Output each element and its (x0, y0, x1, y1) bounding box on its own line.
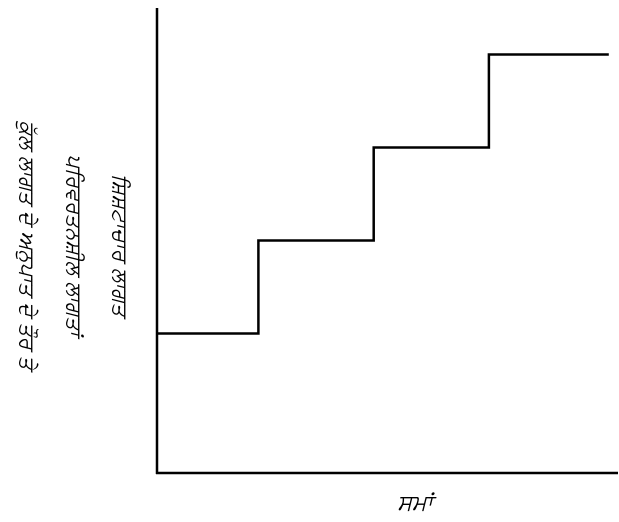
y-axis-label-line-2: ਪਰਿਵਰਤਨਸ਼ੀਲ ਲਾਗਤਾਂ (62, 154, 86, 339)
y-axis-label-line-3: ਸ਼ਿਸ਼ਟਾਚਾਰ ਲਾਗਤ (108, 174, 132, 320)
y-axis-label-group: ਕੁੱਲ ਲਾਗਤ ਦੇ ਅਨੁਪਾਤ ਦੇ ਤੌਰ ਤੇ ਪਰਿਵਰਤਨਸ਼ੀ… (15, 121, 132, 373)
series-0-step-line (157, 53, 609, 335)
y-axis-label-line-1: ਕੁੱਲ ਲਾਗਤ ਦੇ ਅਨੁਪਾਤ ਦੇ ਤੌਰ ਤੇ (15, 121, 39, 373)
axes (155, 8, 618, 475)
x-axis-label: ਸਮਾਂ (397, 491, 437, 516)
series-layer (157, 53, 609, 335)
